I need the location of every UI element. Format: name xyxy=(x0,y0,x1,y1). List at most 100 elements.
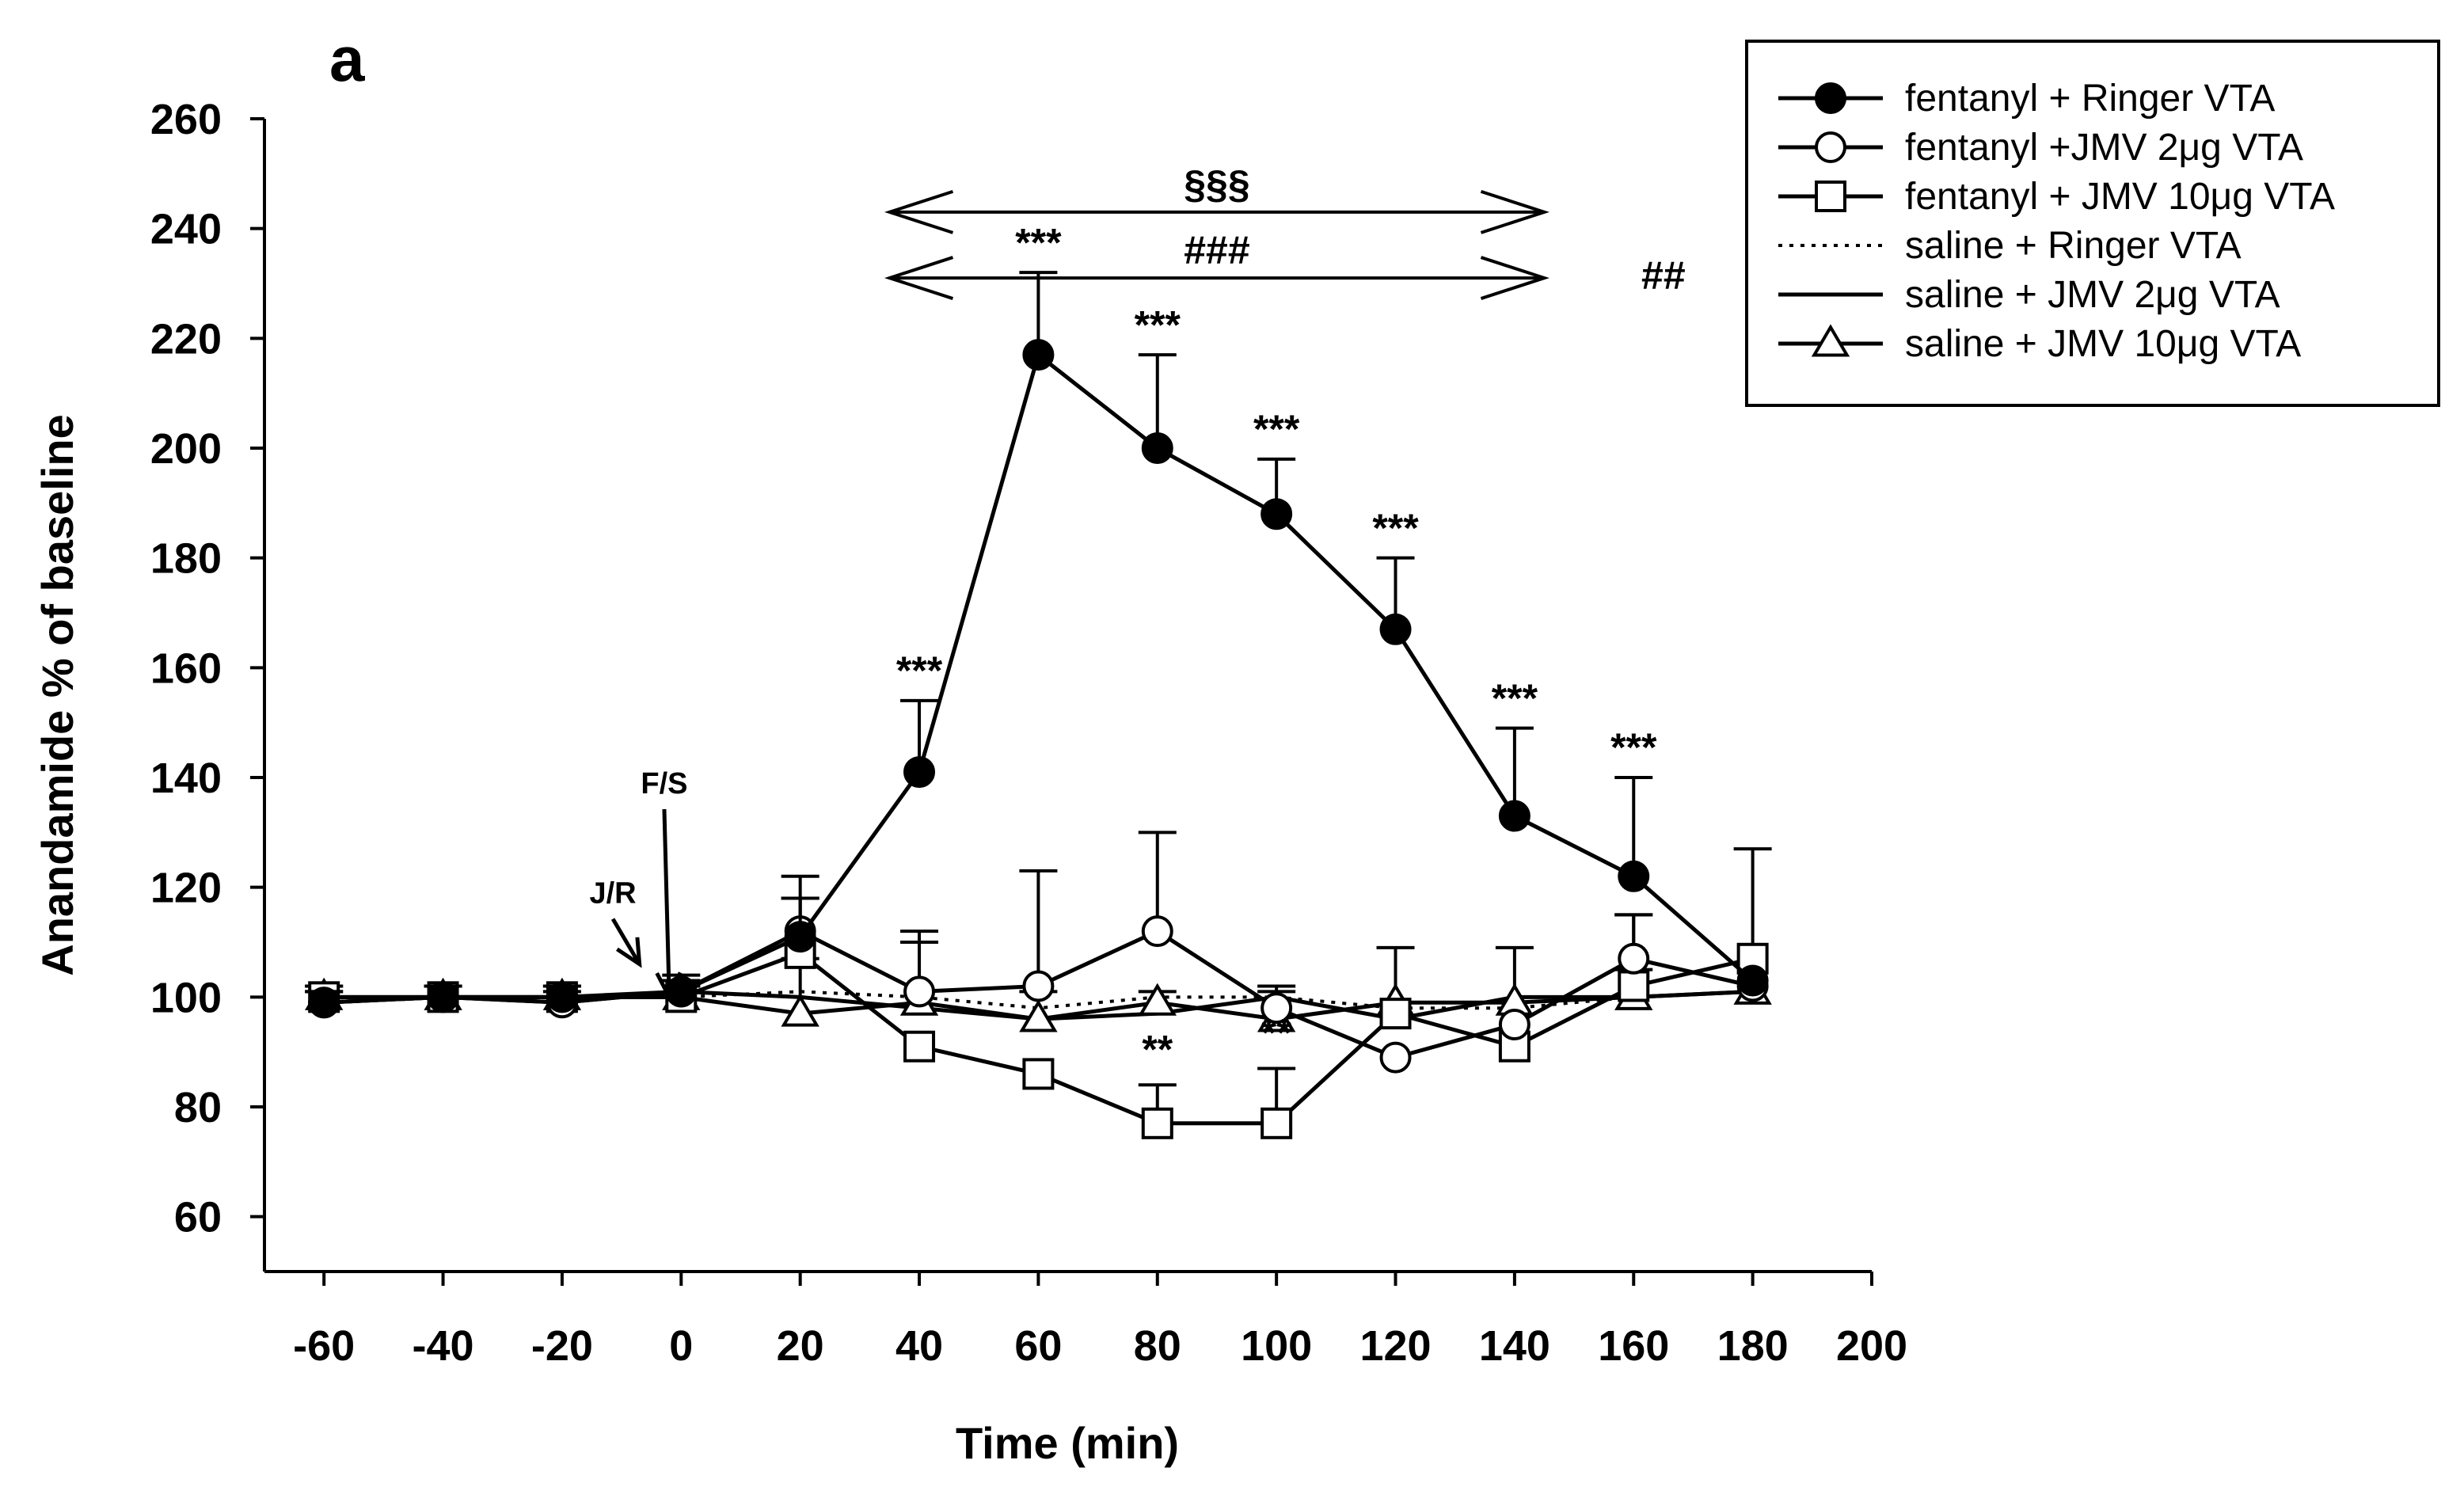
data-point xyxy=(1379,998,1412,1030)
event-marker: J/R xyxy=(589,877,642,968)
event-arrowhead xyxy=(616,937,642,968)
event-arrow-line xyxy=(610,918,641,966)
significance-label: *** xyxy=(1492,676,1538,720)
data-point xyxy=(1141,432,1173,464)
event-arrowhead xyxy=(655,971,683,1002)
data-point xyxy=(1261,1107,1293,1139)
y-tick-label: 100 xyxy=(150,974,222,1021)
legend-entry: fentanyl + Ringer VTA xyxy=(1778,78,2275,120)
data-point xyxy=(1498,1009,1530,1040)
x-tick-label: 100 xyxy=(1241,1322,1312,1370)
legend-label: fentanyl + Ringer VTA xyxy=(1905,78,2275,120)
bracket-label: ## xyxy=(1641,253,1686,298)
data-point xyxy=(784,921,816,953)
data-point xyxy=(1379,613,1412,645)
bracket-annotation: ### xyxy=(884,228,1550,300)
series-fentanyl-jmv-2-g-vta xyxy=(305,831,1769,1074)
y-tick-label: 260 xyxy=(150,96,222,143)
data-point xyxy=(781,994,819,1027)
x-tick-label: 60 xyxy=(1014,1322,1062,1370)
series-fentanyl-ringer-vta xyxy=(305,271,1769,1019)
y-tick-label: 80 xyxy=(174,1084,222,1131)
significance-label: ** xyxy=(1261,1011,1292,1055)
y-tick-label: 60 xyxy=(174,1194,222,1241)
legend-marker xyxy=(1815,181,1846,212)
significance-label: *** xyxy=(1372,506,1419,550)
significance-label: *** xyxy=(1253,407,1300,451)
data-point xyxy=(1618,942,1650,975)
data-point xyxy=(1618,860,1650,892)
legend-entry: saline + JMV 2μg VTA xyxy=(1778,274,2280,316)
legend-label: saline + JMV 2μg VTA xyxy=(1905,274,2280,316)
y-tick-label: 120 xyxy=(150,865,222,912)
x-axis-title: Time (min) xyxy=(956,1418,1179,1468)
y-tick-label: 220 xyxy=(150,315,222,363)
bracket-annotation: ## xyxy=(1641,253,1686,298)
event-marker-label: J/R xyxy=(589,877,636,911)
x-tick-label: 0 xyxy=(669,1322,693,1370)
data-point xyxy=(546,981,578,1013)
legend-label: fentanyl + JMV 10μg VTA xyxy=(1905,176,2335,218)
data-point xyxy=(1141,1107,1173,1139)
legend: fentanyl + Ringer VTA fentanyl +JMV 2μg V… xyxy=(1745,40,2440,407)
x-tick-label: -40 xyxy=(413,1322,474,1370)
y-tick-label: 160 xyxy=(150,644,222,692)
data-point xyxy=(1498,800,1530,832)
series-group xyxy=(304,271,1772,1139)
bracket-label: §§§ xyxy=(1184,162,1249,207)
y-tick-label: 240 xyxy=(150,206,222,253)
x-tick-label: 200 xyxy=(1836,1322,1907,1370)
x-tick-label: 20 xyxy=(777,1322,824,1370)
data-point xyxy=(1618,970,1650,1002)
arrowhead-left xyxy=(884,256,954,300)
x-tick-label: 80 xyxy=(1134,1322,1181,1370)
data-point xyxy=(1138,983,1177,1016)
data-point xyxy=(1736,964,1769,997)
data-point xyxy=(1022,970,1055,1002)
legend-marker xyxy=(1811,324,1850,357)
y-tick-label: 140 xyxy=(150,755,222,802)
event-arrow-line xyxy=(662,808,671,998)
x-tick-label: 160 xyxy=(1598,1322,1669,1370)
legend-label: fentanyl +JMV 2μg VTA xyxy=(1905,127,2303,169)
annotations-group: *********************** **§§§#####J/RF/S xyxy=(589,162,1685,1072)
x-tick-label: -20 xyxy=(531,1322,593,1370)
data-point xyxy=(1261,992,1293,1025)
x-tick-label: 40 xyxy=(895,1322,943,1370)
arrowhead-right xyxy=(1480,256,1550,300)
legend-label: saline + Ringer VTA xyxy=(1905,225,2242,267)
legend-entry: fentanyl + JMV 10μg VTA xyxy=(1778,176,2335,218)
data-point xyxy=(427,981,459,1013)
arrowhead-left xyxy=(884,189,954,234)
legend-entry: saline + Ringer VTA xyxy=(1778,225,2242,267)
bracket-label: ### xyxy=(1184,228,1249,272)
data-point xyxy=(903,975,936,1008)
y-axis-title: Anandamide % of baseline xyxy=(32,414,82,976)
data-point xyxy=(1022,1058,1055,1090)
legend-entry: fentanyl +JMV 2μg VTA xyxy=(1778,127,2303,169)
significance-label: *** xyxy=(1135,302,1181,347)
data-point xyxy=(1019,999,1058,1032)
legend-marker xyxy=(1815,131,1846,163)
data-point xyxy=(1261,498,1293,530)
significance-label: *** xyxy=(896,648,943,693)
legend-entry: saline + JMV 10μg VTA xyxy=(1778,323,2301,365)
data-point xyxy=(1141,915,1173,948)
data-point xyxy=(903,756,936,789)
x-tick-label: -60 xyxy=(293,1322,355,1370)
significance-label: *** xyxy=(1015,220,1062,264)
event-marker-label: F/S xyxy=(641,767,687,800)
x-tick-label: 120 xyxy=(1359,1322,1431,1370)
data-point xyxy=(1379,1041,1412,1074)
y-tick-label: 200 xyxy=(150,425,222,473)
legend-label: saline + JMV 10μg VTA xyxy=(1905,323,2301,365)
bracket-annotation: §§§ xyxy=(884,162,1550,234)
data-point xyxy=(903,1030,936,1063)
data-point xyxy=(1022,339,1055,371)
significance-label: *** xyxy=(1610,725,1657,770)
data-point xyxy=(308,987,340,1019)
arrowhead-right xyxy=(1480,189,1550,234)
x-tick-label: 140 xyxy=(1479,1322,1550,1370)
